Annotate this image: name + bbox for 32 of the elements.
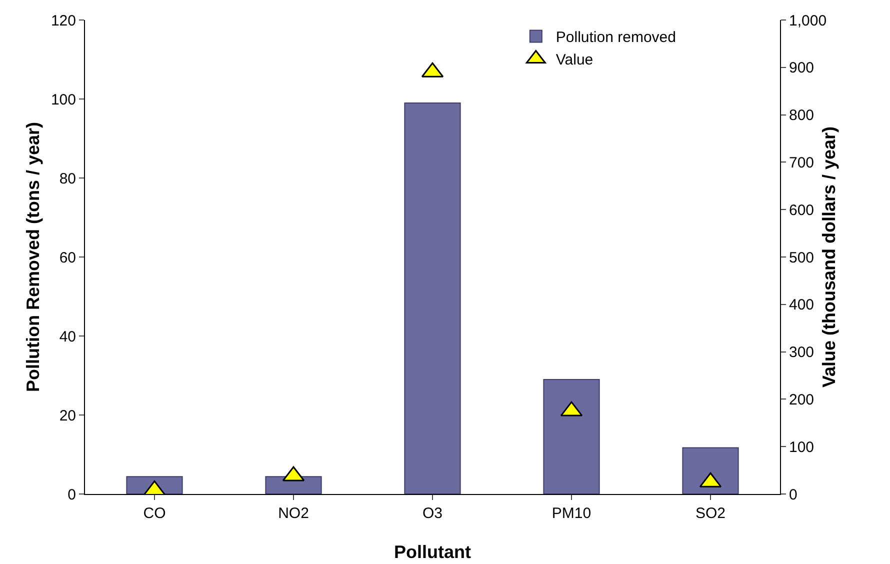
bar bbox=[265, 476, 322, 494]
y2-tick-label: 500 bbox=[789, 249, 814, 266]
y-tick-label: 80 bbox=[59, 170, 76, 188]
x-tick-label: CO bbox=[143, 505, 166, 522]
x-tick-label: PM10 bbox=[552, 505, 592, 522]
bar bbox=[543, 378, 600, 494]
y-tick-label: 60 bbox=[59, 249, 76, 266]
x-tick-label: SO2 bbox=[695, 505, 726, 522]
x-tick-label: O3 bbox=[422, 505, 443, 522]
y-tick-label: 40 bbox=[59, 328, 76, 346]
y2-tick-label: 600 bbox=[789, 202, 814, 219]
y2-tick-label: 200 bbox=[789, 391, 814, 408]
bar bbox=[404, 102, 461, 494]
y-axis-title: Pollution Removed (tons / year) bbox=[23, 122, 43, 392]
y-tick-label: 20 bbox=[59, 407, 76, 424]
x-tick-label: NO2 bbox=[278, 505, 309, 522]
y2-tick-label: 100 bbox=[789, 438, 814, 456]
y2-tick-label: 700 bbox=[789, 154, 814, 172]
y-tick-label: 120 bbox=[50, 12, 76, 30]
y-tick-label: 100 bbox=[50, 91, 76, 108]
y2-axis-title: Value (thousand dollars / year) bbox=[819, 126, 839, 388]
legend-label: Value bbox=[556, 52, 594, 69]
y2-tick-label: 800 bbox=[789, 107, 814, 124]
y2-tick-label: 400 bbox=[789, 296, 814, 314]
y2-tick-label: 900 bbox=[789, 60, 814, 77]
y2-tick-label: 0 bbox=[789, 486, 798, 504]
legend-label: Pollution removed bbox=[556, 29, 676, 46]
y2-tick-label: 1,000 bbox=[789, 12, 827, 30]
x-axis-title: Pollutant bbox=[394, 542, 471, 562]
y2-tick-label: 300 bbox=[789, 344, 814, 362]
bar bbox=[682, 447, 739, 494]
y-tick-label: 0 bbox=[68, 486, 76, 504]
